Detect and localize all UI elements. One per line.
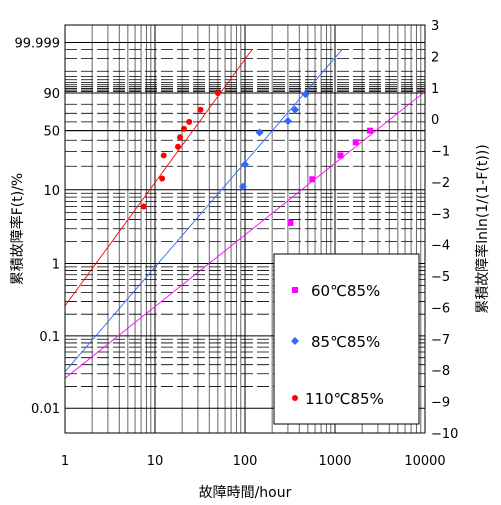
legend-box bbox=[273, 253, 420, 425]
y-right-tick-label: −7 bbox=[431, 333, 450, 348]
data-points bbox=[140, 89, 374, 226]
data-point-square bbox=[287, 219, 294, 226]
x-tick-label: 10000 bbox=[404, 454, 445, 469]
y-right-tick-label: −6 bbox=[431, 301, 450, 316]
legend-marker-110c bbox=[292, 395, 298, 401]
fit-line-0 bbox=[64, 91, 426, 379]
data-point-circle bbox=[159, 175, 166, 182]
y-right-tick-label: −1 bbox=[431, 145, 450, 160]
y-right-tick-label: 3 bbox=[431, 19, 439, 34]
data-point-diamond bbox=[301, 90, 310, 99]
data-point-circle bbox=[177, 134, 184, 141]
y-right-tick-label: 1 bbox=[431, 82, 439, 97]
x-tick-label: 1000 bbox=[318, 454, 351, 469]
data-point-circle bbox=[174, 143, 181, 150]
y-right-tick-label: −5 bbox=[431, 270, 450, 285]
y-right-tick-label: 2 bbox=[431, 50, 439, 65]
data-point-square bbox=[367, 127, 374, 134]
legend: 60℃85% 85℃85% 110℃85% bbox=[273, 253, 420, 425]
fit-lines bbox=[64, 49, 426, 379]
y-right-tick-label: −9 bbox=[431, 396, 450, 411]
y-right-tick-labels: 3 2 1 0 −1 −2 −3 −4 −5 −6 −7 −8 −9 −10 bbox=[431, 19, 458, 442]
x-tick-label: 1 bbox=[61, 454, 69, 469]
fit-line-1 bbox=[64, 49, 343, 373]
y-right-tick-label: −8 bbox=[431, 364, 450, 379]
legend-label-85c: 85℃85% bbox=[311, 333, 380, 351]
y-right-tick-label: −4 bbox=[431, 239, 450, 254]
data-point-circle bbox=[214, 89, 221, 96]
data-point-circle bbox=[197, 106, 204, 113]
legend-marker-60c bbox=[292, 287, 298, 293]
y-right-axis-title: 累積故障率lnln(1/(1-F(t))) bbox=[474, 144, 491, 313]
data-point-diamond bbox=[291, 105, 300, 114]
plot-frame bbox=[64, 24, 426, 434]
data-point-diamond bbox=[238, 182, 247, 191]
y-right-tick-label: −2 bbox=[431, 176, 450, 191]
legend-label-60c: 60℃85% bbox=[311, 282, 380, 300]
legend-marker-85c bbox=[291, 337, 299, 345]
data-point-circle bbox=[186, 118, 193, 125]
y-left-tick-label: 99.999 bbox=[15, 36, 61, 51]
x-tick-label: 10 bbox=[147, 454, 164, 469]
y-right-tick-label: −3 bbox=[431, 207, 450, 222]
y-left-tick-label: 0.1 bbox=[39, 330, 60, 345]
y-left-tick-label: 50 bbox=[43, 125, 60, 140]
data-point-circle bbox=[140, 203, 147, 210]
data-point-diamond bbox=[255, 128, 264, 137]
y-left-tick-label: 10 bbox=[43, 184, 60, 199]
x-tick-label: 100 bbox=[233, 454, 258, 469]
y-left-axis-title: 累積故障率F(t)/% bbox=[9, 173, 26, 286]
y-right-tick-label: −10 bbox=[431, 427, 458, 442]
data-point-square bbox=[309, 176, 316, 183]
fit-line-2 bbox=[64, 49, 253, 307]
data-point-circle bbox=[180, 125, 187, 132]
y-left-tick-labels: 0.01 0.1 1 10 50 90 99.999 bbox=[15, 36, 61, 417]
data-point-diamond bbox=[241, 160, 249, 169]
data-point-diamond bbox=[283, 117, 292, 126]
y-left-tick-label: 90 bbox=[43, 87, 60, 102]
x-tick-labels: 1 10 100 1000 10000 bbox=[61, 454, 446, 469]
data-point-square bbox=[337, 152, 344, 159]
legend-label-110c: 110℃85% bbox=[305, 390, 384, 408]
x-axis-title: 故障時間/hour bbox=[199, 485, 292, 501]
y-left-tick-label: 1 bbox=[52, 258, 60, 273]
y-left-tick-label: 0.01 bbox=[31, 402, 60, 417]
data-point-square bbox=[352, 139, 359, 146]
data-point-circle bbox=[160, 152, 167, 159]
y-right-tick-label: 0 bbox=[431, 113, 439, 128]
